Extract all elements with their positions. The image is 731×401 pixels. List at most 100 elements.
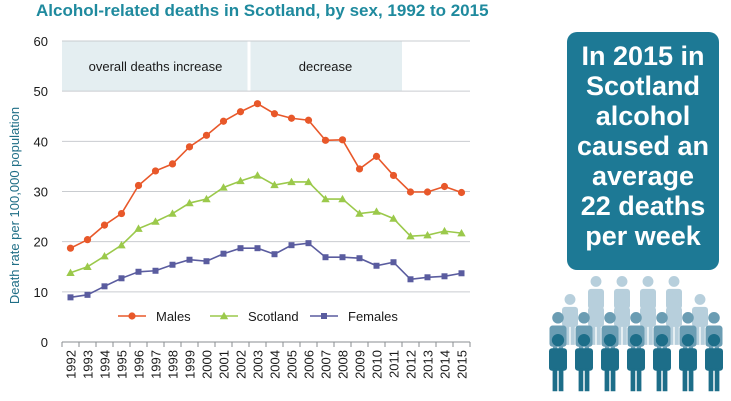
series-lines xyxy=(70,102,462,299)
y-tick-label: 50 xyxy=(34,84,48,99)
person-head xyxy=(604,312,616,324)
females-point xyxy=(271,251,278,258)
scotland-point xyxy=(253,171,262,179)
males-point xyxy=(66,244,75,252)
legend-label: Females xyxy=(348,309,398,324)
females-point xyxy=(356,255,363,262)
males-point xyxy=(83,236,92,244)
y-axis-label: Death rate per 100,000 population xyxy=(7,107,22,304)
x-tick-label: 2002 xyxy=(234,350,249,379)
scotland-point xyxy=(423,230,432,239)
scotland-point xyxy=(321,194,330,203)
person-leg xyxy=(552,368,558,392)
scotland-point xyxy=(355,209,364,217)
person-head xyxy=(564,294,576,305)
males-point xyxy=(440,182,449,191)
person-torso xyxy=(692,306,708,327)
scotland-point xyxy=(372,207,381,215)
person-leg xyxy=(596,324,601,345)
females-point xyxy=(322,254,329,261)
person-head xyxy=(616,294,628,305)
person-head xyxy=(656,312,668,324)
annotation-band xyxy=(249,41,402,92)
person-icon xyxy=(562,294,578,345)
x-tick-label: 2000 xyxy=(200,350,215,379)
legend-swatch-marker xyxy=(321,313,327,319)
callout-box: In 2015 in Scotland alcohol caused an av… xyxy=(567,32,719,270)
person-icon xyxy=(575,334,593,392)
person-head xyxy=(603,334,617,347)
females-point xyxy=(84,291,91,298)
person-leg xyxy=(714,368,720,392)
person-head xyxy=(616,276,628,287)
person-leg xyxy=(610,368,616,392)
x-tick-label: 1999 xyxy=(183,350,198,379)
person-leg xyxy=(688,368,694,392)
person-torso xyxy=(575,348,593,371)
x-tick-label: 1998 xyxy=(166,350,181,379)
males-point xyxy=(253,100,262,108)
males-point xyxy=(423,188,432,196)
legend-label: Scotland xyxy=(248,309,299,324)
males-point xyxy=(185,143,194,151)
chart-title: Alcohol-related deaths in Scotland, by s… xyxy=(36,1,489,20)
period-bands: overall deaths increase decrease xyxy=(62,41,402,92)
person-leg xyxy=(558,368,564,392)
scotland-point xyxy=(406,231,415,240)
person-head xyxy=(694,294,706,305)
males-point xyxy=(270,110,279,118)
person-icon xyxy=(679,334,697,392)
x-tick-label: 2015 xyxy=(455,350,470,379)
person-head xyxy=(668,276,680,287)
males-point xyxy=(321,136,330,144)
annotation-band xyxy=(62,41,249,92)
person-torso xyxy=(549,348,567,371)
scotland-point xyxy=(117,240,126,249)
person-icon xyxy=(614,294,630,345)
person-head xyxy=(590,294,602,305)
scotland-point xyxy=(168,209,177,217)
scotland-point xyxy=(270,180,279,189)
scotland-point xyxy=(338,194,347,203)
legend-item-scotland: Scotland xyxy=(210,309,299,324)
y-tick-label: 30 xyxy=(34,185,48,200)
scotland-point xyxy=(66,268,75,276)
person-leg xyxy=(695,324,700,345)
person-icon xyxy=(627,334,645,392)
person-leg xyxy=(700,324,705,345)
person-head xyxy=(708,312,720,324)
females-point xyxy=(441,273,448,280)
person-head xyxy=(681,334,695,347)
person-icon xyxy=(601,334,619,392)
scotland-point xyxy=(134,224,143,232)
males-point xyxy=(287,114,296,122)
person-head xyxy=(630,312,642,324)
females-point xyxy=(101,283,108,290)
person-leg xyxy=(674,324,679,345)
person-leg xyxy=(584,368,590,392)
legend-swatch-marker xyxy=(219,311,229,320)
person-leg xyxy=(656,368,662,392)
person-leg xyxy=(636,368,642,392)
person-leg xyxy=(648,324,653,345)
person-torso xyxy=(627,348,645,371)
x-tick-label: 1996 xyxy=(132,350,147,379)
females-line xyxy=(70,242,462,299)
females-point xyxy=(254,245,261,252)
person-head xyxy=(668,294,680,305)
females-point xyxy=(424,274,431,281)
males-point xyxy=(202,131,211,139)
x-tick-label: 1997 xyxy=(149,350,164,379)
legend-item-females: Females xyxy=(310,309,398,324)
person-leg xyxy=(662,368,668,392)
x-tick-label: 2011 xyxy=(387,350,402,378)
x-tick-label: 1993 xyxy=(81,350,96,379)
x-tick-label: 2007 xyxy=(319,350,334,379)
person-head xyxy=(655,334,669,347)
gridlines xyxy=(62,40,470,293)
males-point xyxy=(389,171,398,180)
person-head xyxy=(578,312,590,324)
females-point xyxy=(135,268,142,275)
x-tick-label: 2014 xyxy=(438,350,453,379)
